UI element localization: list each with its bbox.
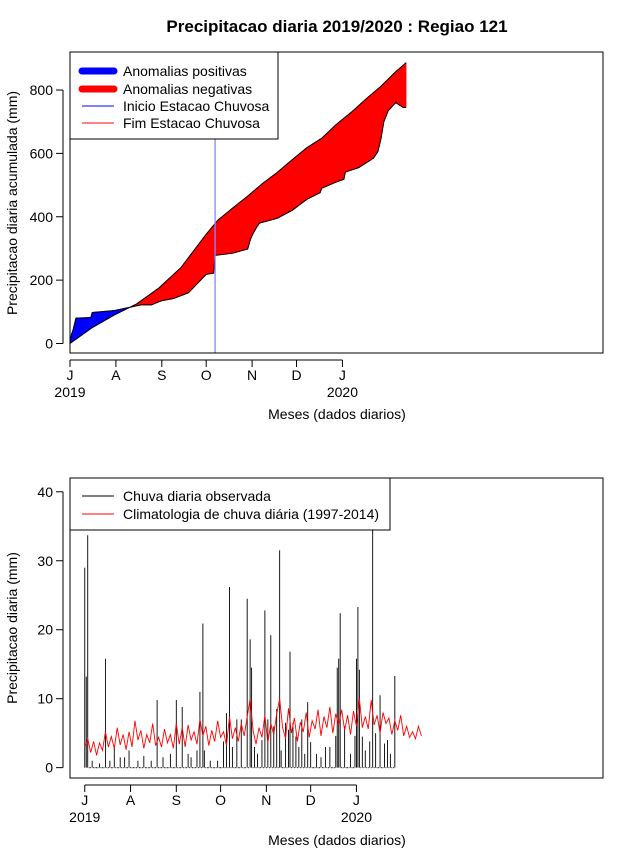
legend-2: Chuva diaria observada Climatologia de c… [69, 477, 391, 531]
plot-frame [69, 51, 604, 354]
x-tick-label: O [215, 792, 226, 808]
chart-title: Precipitacao diaria 2019/2020 : Regiao 1… [166, 17, 507, 36]
x-tick-label: A [126, 792, 136, 808]
legend-box-2 [69, 477, 391, 531]
y-tick-label: 0 [45, 335, 53, 351]
climatology-line [84, 698, 422, 756]
observed-cumulative-line [69, 102, 407, 344]
legend-label-start: Inicio Estacao Chuvosa [123, 98, 270, 114]
x-tick-label: J [81, 792, 88, 808]
year-label: 2019 [69, 809, 100, 825]
x-tick-label: D [291, 367, 301, 383]
x-axis-label-2: Meses (dados diarios) [268, 832, 406, 848]
year-label: 2020 [341, 809, 372, 825]
y-axis-2: 0 10 20 30 40 [37, 484, 64, 776]
y-tick-label: 20 [37, 622, 53, 638]
y-tick-label: 600 [30, 145, 54, 161]
legend-label-observed: Chuva diaria observada [123, 488, 271, 504]
legend-label-end: Fim Estacao Chuvosa [123, 115, 260, 131]
y-tick-label: 800 [30, 82, 54, 98]
zero-rain-marks [88, 767, 394, 769]
y-tick-label: 40 [37, 484, 53, 500]
legend-label-positive: Anomalias positivas [123, 63, 247, 79]
x-tick-label: O [201, 367, 212, 383]
x-tick-label: S [157, 367, 166, 383]
x-tick-label: A [111, 367, 121, 383]
legend-label-negative: Anomalias negativas [123, 81, 252, 97]
observed-bars [84, 494, 396, 768]
y-tick-label: 400 [30, 209, 54, 225]
year-label: 2020 [327, 384, 358, 400]
y-axis-label-2: Precipitacao diaria (mm) [4, 552, 20, 704]
y-axis: 0 200 400 600 800 [30, 82, 64, 351]
year-label: 2019 [54, 384, 85, 400]
x-tick-label: D [306, 792, 316, 808]
y-tick-label: 10 [37, 691, 53, 707]
x-tick-label: S [172, 792, 181, 808]
y-tick-label: 200 [30, 272, 54, 288]
legend-label-climatology: Climatologia de chuva diária (1997-2014) [123, 506, 379, 522]
y-axis-label: Precipitacao diaria acumulada (mm) [4, 91, 20, 315]
cumulative-lines [69, 62, 407, 344]
climatology-cumulative-line [69, 62, 407, 344]
x-tick-label: J [339, 367, 346, 383]
x-tick-label: J [67, 367, 74, 383]
y-tick-label: 30 [37, 553, 53, 569]
legend: Anomalias positivas Anomalias negativas … [69, 51, 279, 140]
legend-box [69, 51, 279, 140]
x-tick-label: N [247, 367, 257, 383]
x-tick-label: J [353, 792, 360, 808]
x-axis-label: Meses (dados diarios) [268, 406, 406, 422]
x-tick-label: N [261, 792, 271, 808]
y-tick-label: 0 [45, 760, 53, 776]
negative-anomaly-fill [405, 62, 407, 108]
